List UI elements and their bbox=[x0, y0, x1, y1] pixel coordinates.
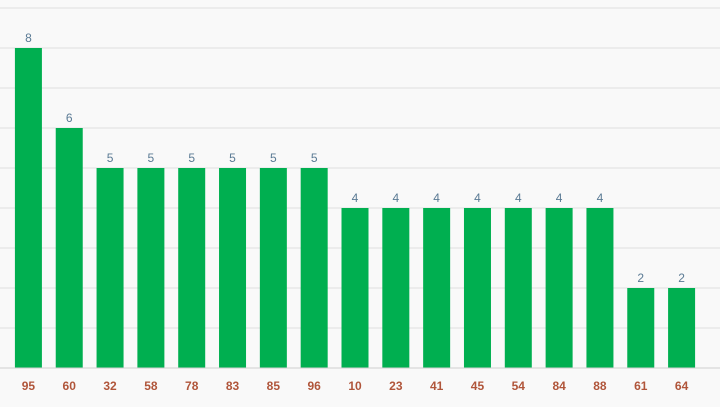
bar-95 bbox=[14, 48, 42, 368]
value-label-96: 5 bbox=[311, 151, 318, 165]
value-label-60: 6 bbox=[66, 111, 73, 125]
category-label-95: 95 bbox=[22, 379, 36, 393]
category-label-88: 88 bbox=[593, 379, 607, 393]
category-label-83: 83 bbox=[226, 379, 240, 393]
value-labels: 8 6 5 5 5 5 5 5 4 4 4 4 4 4 4 2 2 bbox=[25, 31, 685, 285]
value-label-78: 5 bbox=[188, 151, 195, 165]
bar-64 bbox=[668, 288, 696, 368]
category-label-64: 64 bbox=[675, 379, 689, 393]
bar-41 bbox=[423, 208, 451, 368]
bar-10 bbox=[341, 208, 369, 368]
bar-45 bbox=[463, 208, 491, 368]
value-label-64: 2 bbox=[678, 271, 685, 285]
category-labels: 95 60 32 58 78 83 85 96 10 23 41 45 54 84 88 61 64 bbox=[22, 379, 689, 393]
category-label-78: 78 bbox=[185, 379, 199, 393]
bar-78 bbox=[178, 168, 206, 368]
value-label-23: 4 bbox=[392, 191, 399, 205]
value-label-84: 4 bbox=[556, 191, 563, 205]
category-label-58: 58 bbox=[144, 379, 158, 393]
category-label-41: 41 bbox=[430, 379, 444, 393]
value-label-83: 5 bbox=[229, 151, 236, 165]
value-label-58: 5 bbox=[148, 151, 155, 165]
bar-85 bbox=[259, 168, 287, 368]
bar-58 bbox=[137, 168, 165, 368]
bar-88 bbox=[586, 208, 614, 368]
category-label-61: 61 bbox=[634, 379, 648, 393]
category-label-60: 60 bbox=[63, 379, 77, 393]
category-label-45: 45 bbox=[471, 379, 485, 393]
value-label-61: 2 bbox=[637, 271, 644, 285]
value-label-85: 5 bbox=[270, 151, 277, 165]
category-label-84: 84 bbox=[552, 379, 566, 393]
category-label-23: 23 bbox=[389, 379, 403, 393]
value-label-88: 4 bbox=[597, 191, 604, 205]
bar-83 bbox=[219, 168, 247, 368]
category-label-10: 10 bbox=[348, 379, 362, 393]
value-label-45: 4 bbox=[474, 191, 481, 205]
bar-23 bbox=[382, 208, 410, 368]
bar-60 bbox=[55, 128, 83, 368]
value-label-54: 4 bbox=[515, 191, 522, 205]
bars bbox=[14, 48, 696, 368]
value-label-95: 8 bbox=[25, 31, 32, 45]
bar-32 bbox=[96, 168, 124, 368]
category-label-85: 85 bbox=[267, 379, 281, 393]
category-label-96: 96 bbox=[307, 379, 321, 393]
bar-61 bbox=[627, 288, 655, 368]
category-label-32: 32 bbox=[103, 379, 117, 393]
category-label-54: 54 bbox=[512, 379, 526, 393]
bar-96 bbox=[300, 168, 328, 368]
bar-84 bbox=[545, 208, 573, 368]
value-label-32: 5 bbox=[107, 151, 114, 165]
value-label-41: 4 bbox=[433, 191, 440, 205]
value-label-10: 4 bbox=[352, 191, 359, 205]
bar-54 bbox=[504, 208, 532, 368]
